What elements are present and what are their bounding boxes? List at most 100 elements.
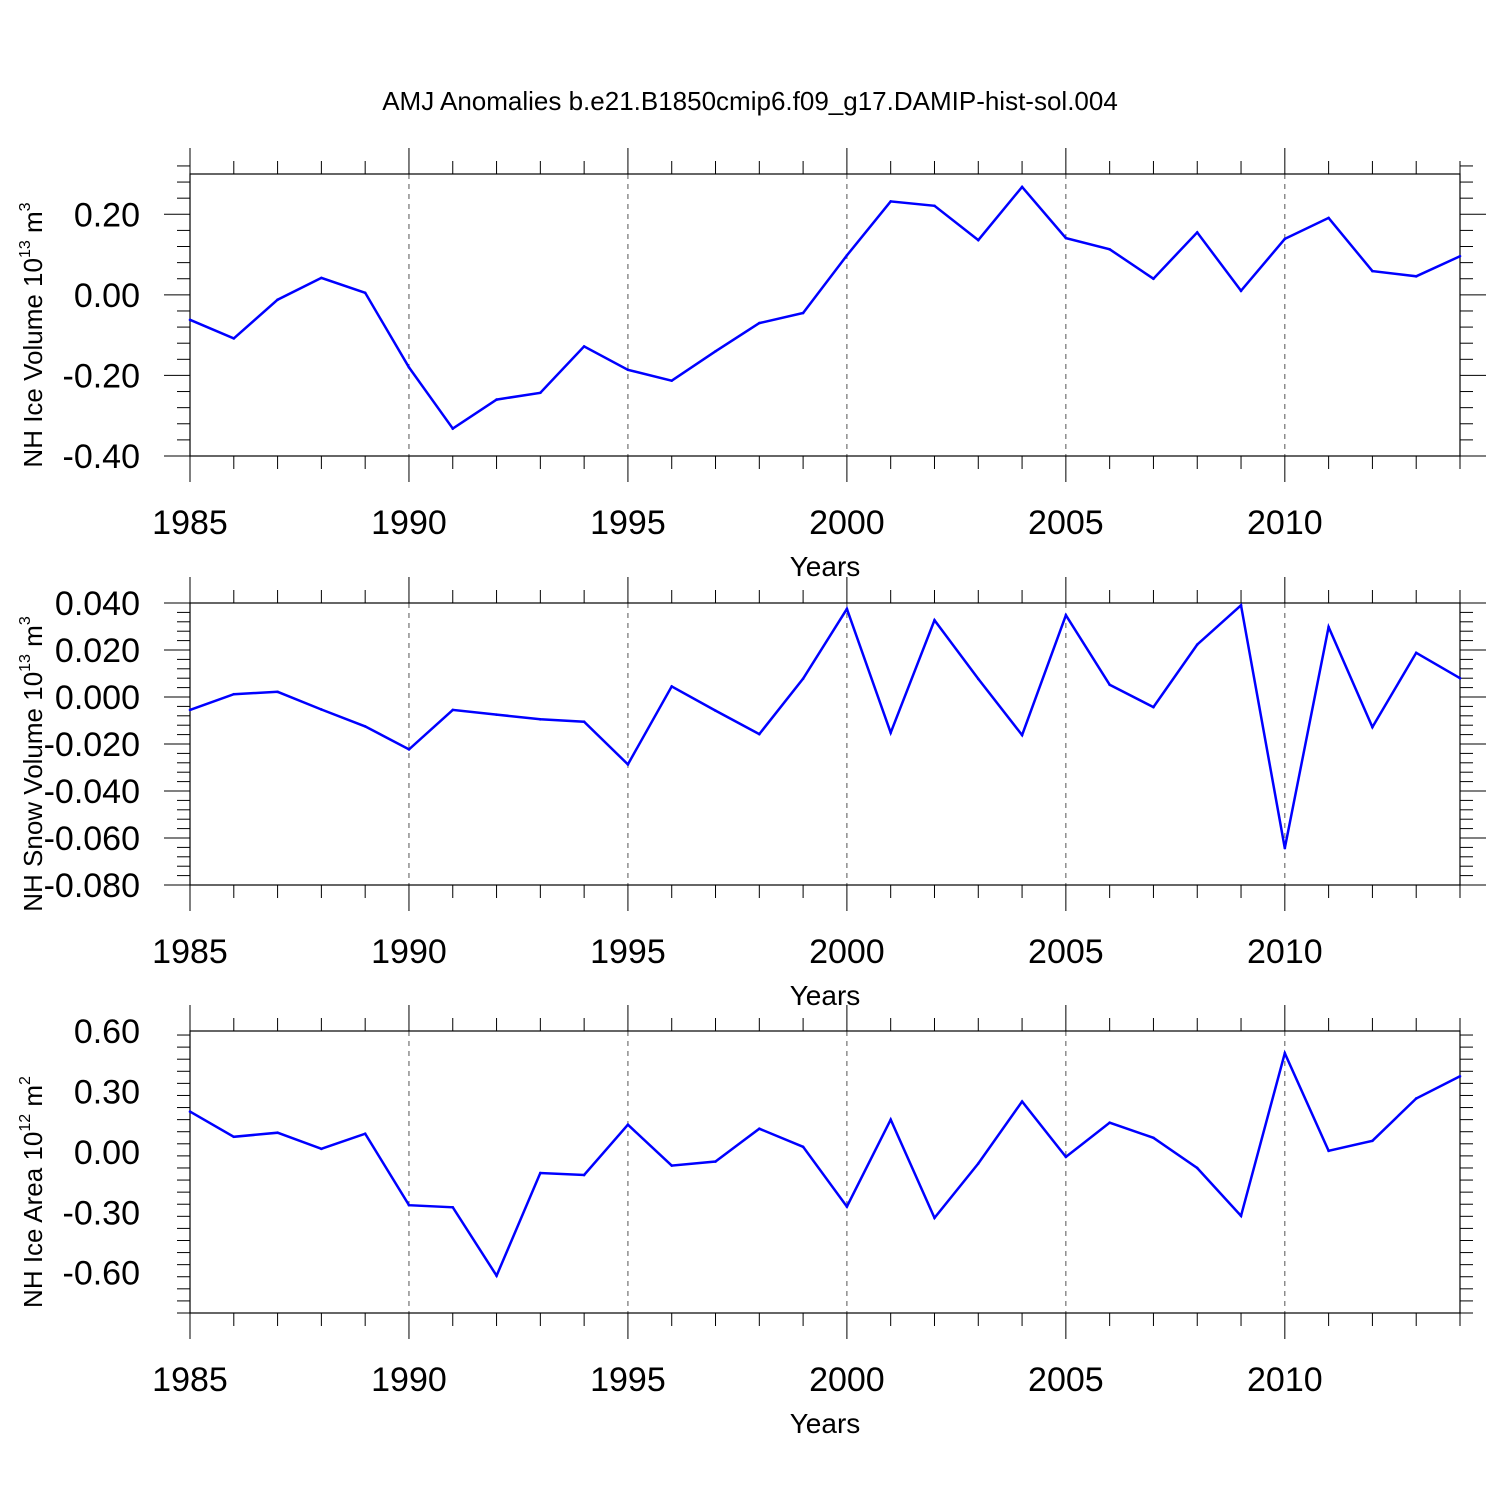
data-point [451, 708, 455, 712]
data-point [889, 1118, 892, 1121]
y-tick-label: 0.30 [74, 1073, 140, 1111]
y-tick-label: -0.30 [63, 1194, 141, 1232]
data-point [1239, 1214, 1243, 1218]
data-point [1414, 651, 1418, 655]
chart-title: AMJ Anomalies b.e21.B1850cmip6.f09_g17.D… [382, 86, 1118, 116]
data-point [626, 368, 630, 372]
plot-frame [189, 173, 1461, 457]
y-tick-label: 0.040 [55, 585, 140, 623]
data-point [188, 708, 192, 712]
y-tick-label: -0.40 [63, 438, 141, 476]
data-point [670, 1164, 674, 1167]
data-point [1020, 1100, 1024, 1103]
data-point [495, 713, 498, 716]
data-point [451, 1205, 455, 1209]
data-point [933, 1216, 936, 1220]
data-point [758, 321, 761, 325]
y-axis-label: NH Ice Volume 1013 m3 [17, 202, 48, 467]
y-tick-label: -0.20 [63, 357, 141, 395]
data-point [232, 1135, 236, 1139]
y-tick-label: 0.20 [74, 196, 140, 234]
data-point [1327, 216, 1330, 220]
x-tick-label: 2010 [1247, 933, 1323, 971]
chart-panel-2: 1985 1990 1995 2000 2005 2010 -0.080 -0.060 -0.0… [17, 577, 1486, 1011]
data-point [1195, 231, 1199, 234]
y-tick-label: 0.00 [74, 1134, 140, 1172]
data-point [276, 690, 279, 694]
data-point [1195, 643, 1199, 646]
y-tick-label: 0.000 [55, 679, 140, 717]
data-point [845, 1205, 849, 1208]
data-point [626, 1123, 630, 1126]
data-point [1239, 604, 1243, 607]
data-point [495, 398, 498, 401]
data-point [714, 349, 717, 353]
x-tick-label: 1985 [152, 1361, 228, 1399]
data-point [1371, 269, 1374, 273]
data-point [1371, 1139, 1374, 1143]
data-point [1458, 1075, 1462, 1078]
data-point [1283, 846, 1287, 850]
data-point [801, 677, 805, 680]
data-point [495, 1274, 498, 1278]
x-tick-label: 2010 [1247, 504, 1323, 542]
y-tick-label: -0.060 [44, 820, 140, 858]
data-point [582, 720, 586, 723]
data-point [889, 731, 892, 735]
data-point [1020, 185, 1024, 189]
data-point [363, 1132, 367, 1136]
x-tick-label: 1990 [371, 1361, 447, 1399]
data-point [1064, 1155, 1068, 1159]
data-point [1327, 625, 1330, 629]
x-tick-label: 1995 [590, 504, 666, 542]
data-point [407, 748, 411, 751]
data-point [976, 238, 980, 242]
data-point [539, 718, 542, 721]
data-point [582, 345, 586, 348]
data-point [1108, 248, 1111, 251]
data-point [1152, 277, 1155, 281]
y-tick-label: -0.080 [44, 867, 140, 905]
data-point [276, 298, 279, 301]
x-axis-label: Years [790, 980, 861, 1011]
x-tick-label: 1990 [371, 504, 447, 542]
data-point [889, 200, 892, 203]
data-point [320, 276, 323, 280]
data-point [1371, 725, 1374, 729]
data-point [1239, 289, 1243, 293]
data-point [1152, 1136, 1155, 1140]
data-point [933, 618, 936, 622]
chart-panel-1: 1985 1990 1995 2000 2005 2010 -0.40 -0.20 0.00 0.… [17, 148, 1486, 582]
y-tick-label: -0.040 [44, 773, 140, 811]
y-axis-label: NH Snow Volume 1013 m3 [17, 616, 48, 912]
data-point [1108, 1121, 1111, 1124]
data-point [1414, 275, 1418, 278]
data-point [363, 725, 367, 728]
data-point [1283, 237, 1287, 241]
y-tick-label: -0.020 [44, 726, 140, 764]
data-point [1195, 1166, 1199, 1170]
chart-panel-3: 1985 1990 1995 2000 2005 2010 -0.60 -0.30 0.00 0.… [17, 1005, 1473, 1439]
data-point [188, 318, 192, 322]
data-point [539, 1171, 542, 1175]
data-point [1152, 705, 1155, 709]
data-point [232, 692, 236, 696]
data-point [845, 607, 849, 611]
x-tick-label: 2005 [1028, 933, 1104, 971]
data-point [758, 732, 761, 736]
plot-frame [189, 1030, 1461, 1314]
x-axis-label: Years [790, 551, 861, 582]
data-point [714, 1160, 717, 1163]
y-tick-label: 0.60 [74, 1013, 140, 1051]
x-tick-label: 1995 [590, 1361, 666, 1399]
y-axis-label: NH Ice Area 1012 m2 [17, 1076, 48, 1308]
data-point [232, 337, 236, 340]
series-line [189, 1049, 1461, 1279]
data-point [670, 379, 674, 382]
data-point [1327, 1149, 1330, 1153]
data-point [539, 391, 542, 395]
x-tick-label: 2000 [809, 933, 885, 971]
data-point [758, 1127, 761, 1130]
